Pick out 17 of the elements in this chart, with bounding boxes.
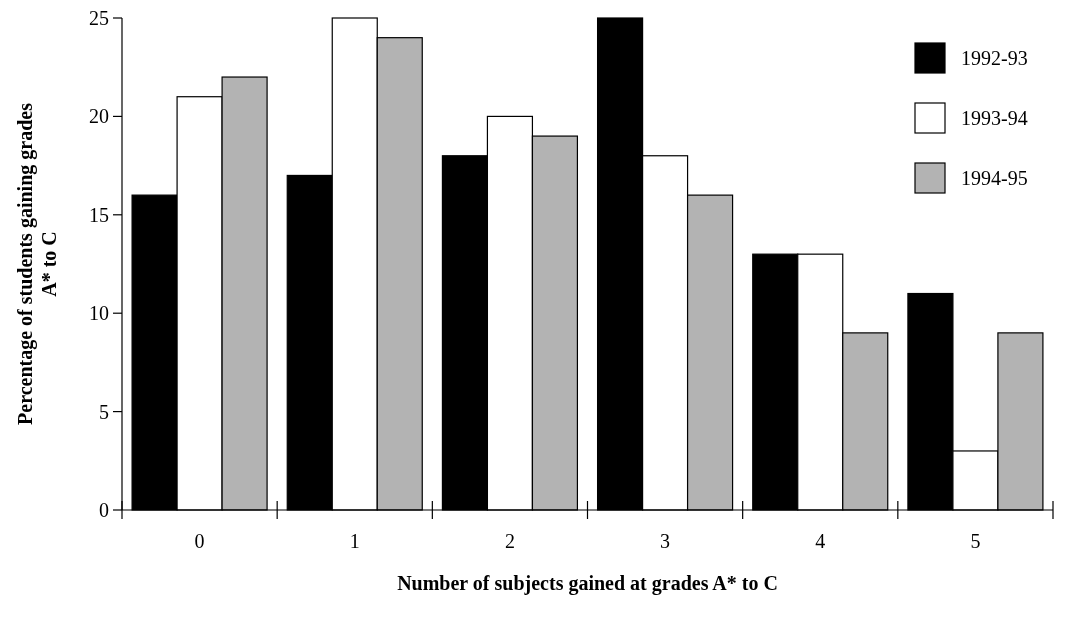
y-tick-label: 15: [89, 203, 109, 226]
x-tick-label: 2: [504, 530, 515, 552]
legend-label: 1992-93: [961, 47, 1028, 69]
y-tick-label: 5: [99, 400, 109, 423]
y-tick-label: 10: [89, 302, 109, 325]
legend-label: 1993-94: [961, 107, 1028, 129]
x-tick-label: 5: [970, 530, 981, 552]
y-axis-title: Percentage of students gaining grades A* to C: [14, 102, 60, 425]
y-tick-label: 20: [89, 105, 109, 128]
legend-label: 1994-95: [961, 167, 1028, 189]
y-tick-label: 25: [89, 7, 109, 29]
y-tick-label: 0: [99, 499, 109, 521]
x-axis-title: Number of subjects gained at grades A* to C: [397, 572, 778, 595]
x-tick-label: 1: [349, 530, 360, 552]
x-tick-label: 0: [194, 530, 205, 552]
x-tick-label: 3: [660, 530, 671, 552]
x-tick-label: 4: [815, 530, 826, 552]
